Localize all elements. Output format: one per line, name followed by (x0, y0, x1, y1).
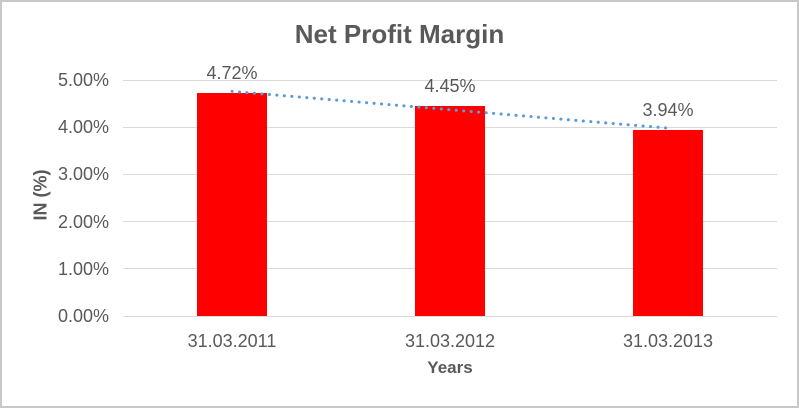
bar (415, 105, 485, 316)
y-tick-label: 4.00% (57, 117, 109, 138)
chart-title: Net Profit Margin (294, 19, 505, 49)
x-tick-label: 31.03.2013 (622, 331, 714, 351)
y-tick-label: 1.00% (57, 258, 109, 279)
x-axis-title: Years (427, 358, 473, 377)
bar (197, 93, 267, 316)
y-tick-label: 0.00% (57, 306, 109, 326)
bar-data-label: 4.72% (206, 63, 258, 84)
bar-data-label: 4.45% (424, 75, 476, 96)
bar (633, 130, 703, 316)
gridline (123, 79, 777, 81)
y-tick-label: 5.00% (57, 70, 109, 90)
x-tick-label: 31.03.2012 (404, 331, 496, 351)
y-tick-label: 3.00% (57, 164, 109, 185)
gridline (123, 315, 777, 317)
x-tick-label: 31.03.2011 (187, 331, 277, 351)
y-tick-label: 2.00% (57, 211, 109, 232)
bar-data-label: 3.94% (642, 100, 694, 121)
